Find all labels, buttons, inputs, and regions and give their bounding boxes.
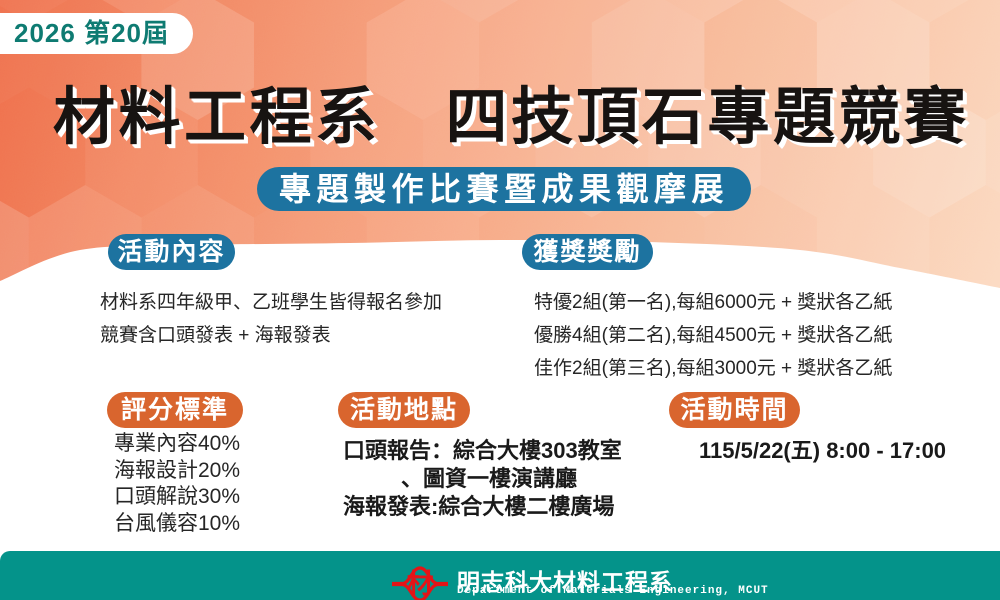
svg-text:材: 材 (407, 569, 434, 599)
